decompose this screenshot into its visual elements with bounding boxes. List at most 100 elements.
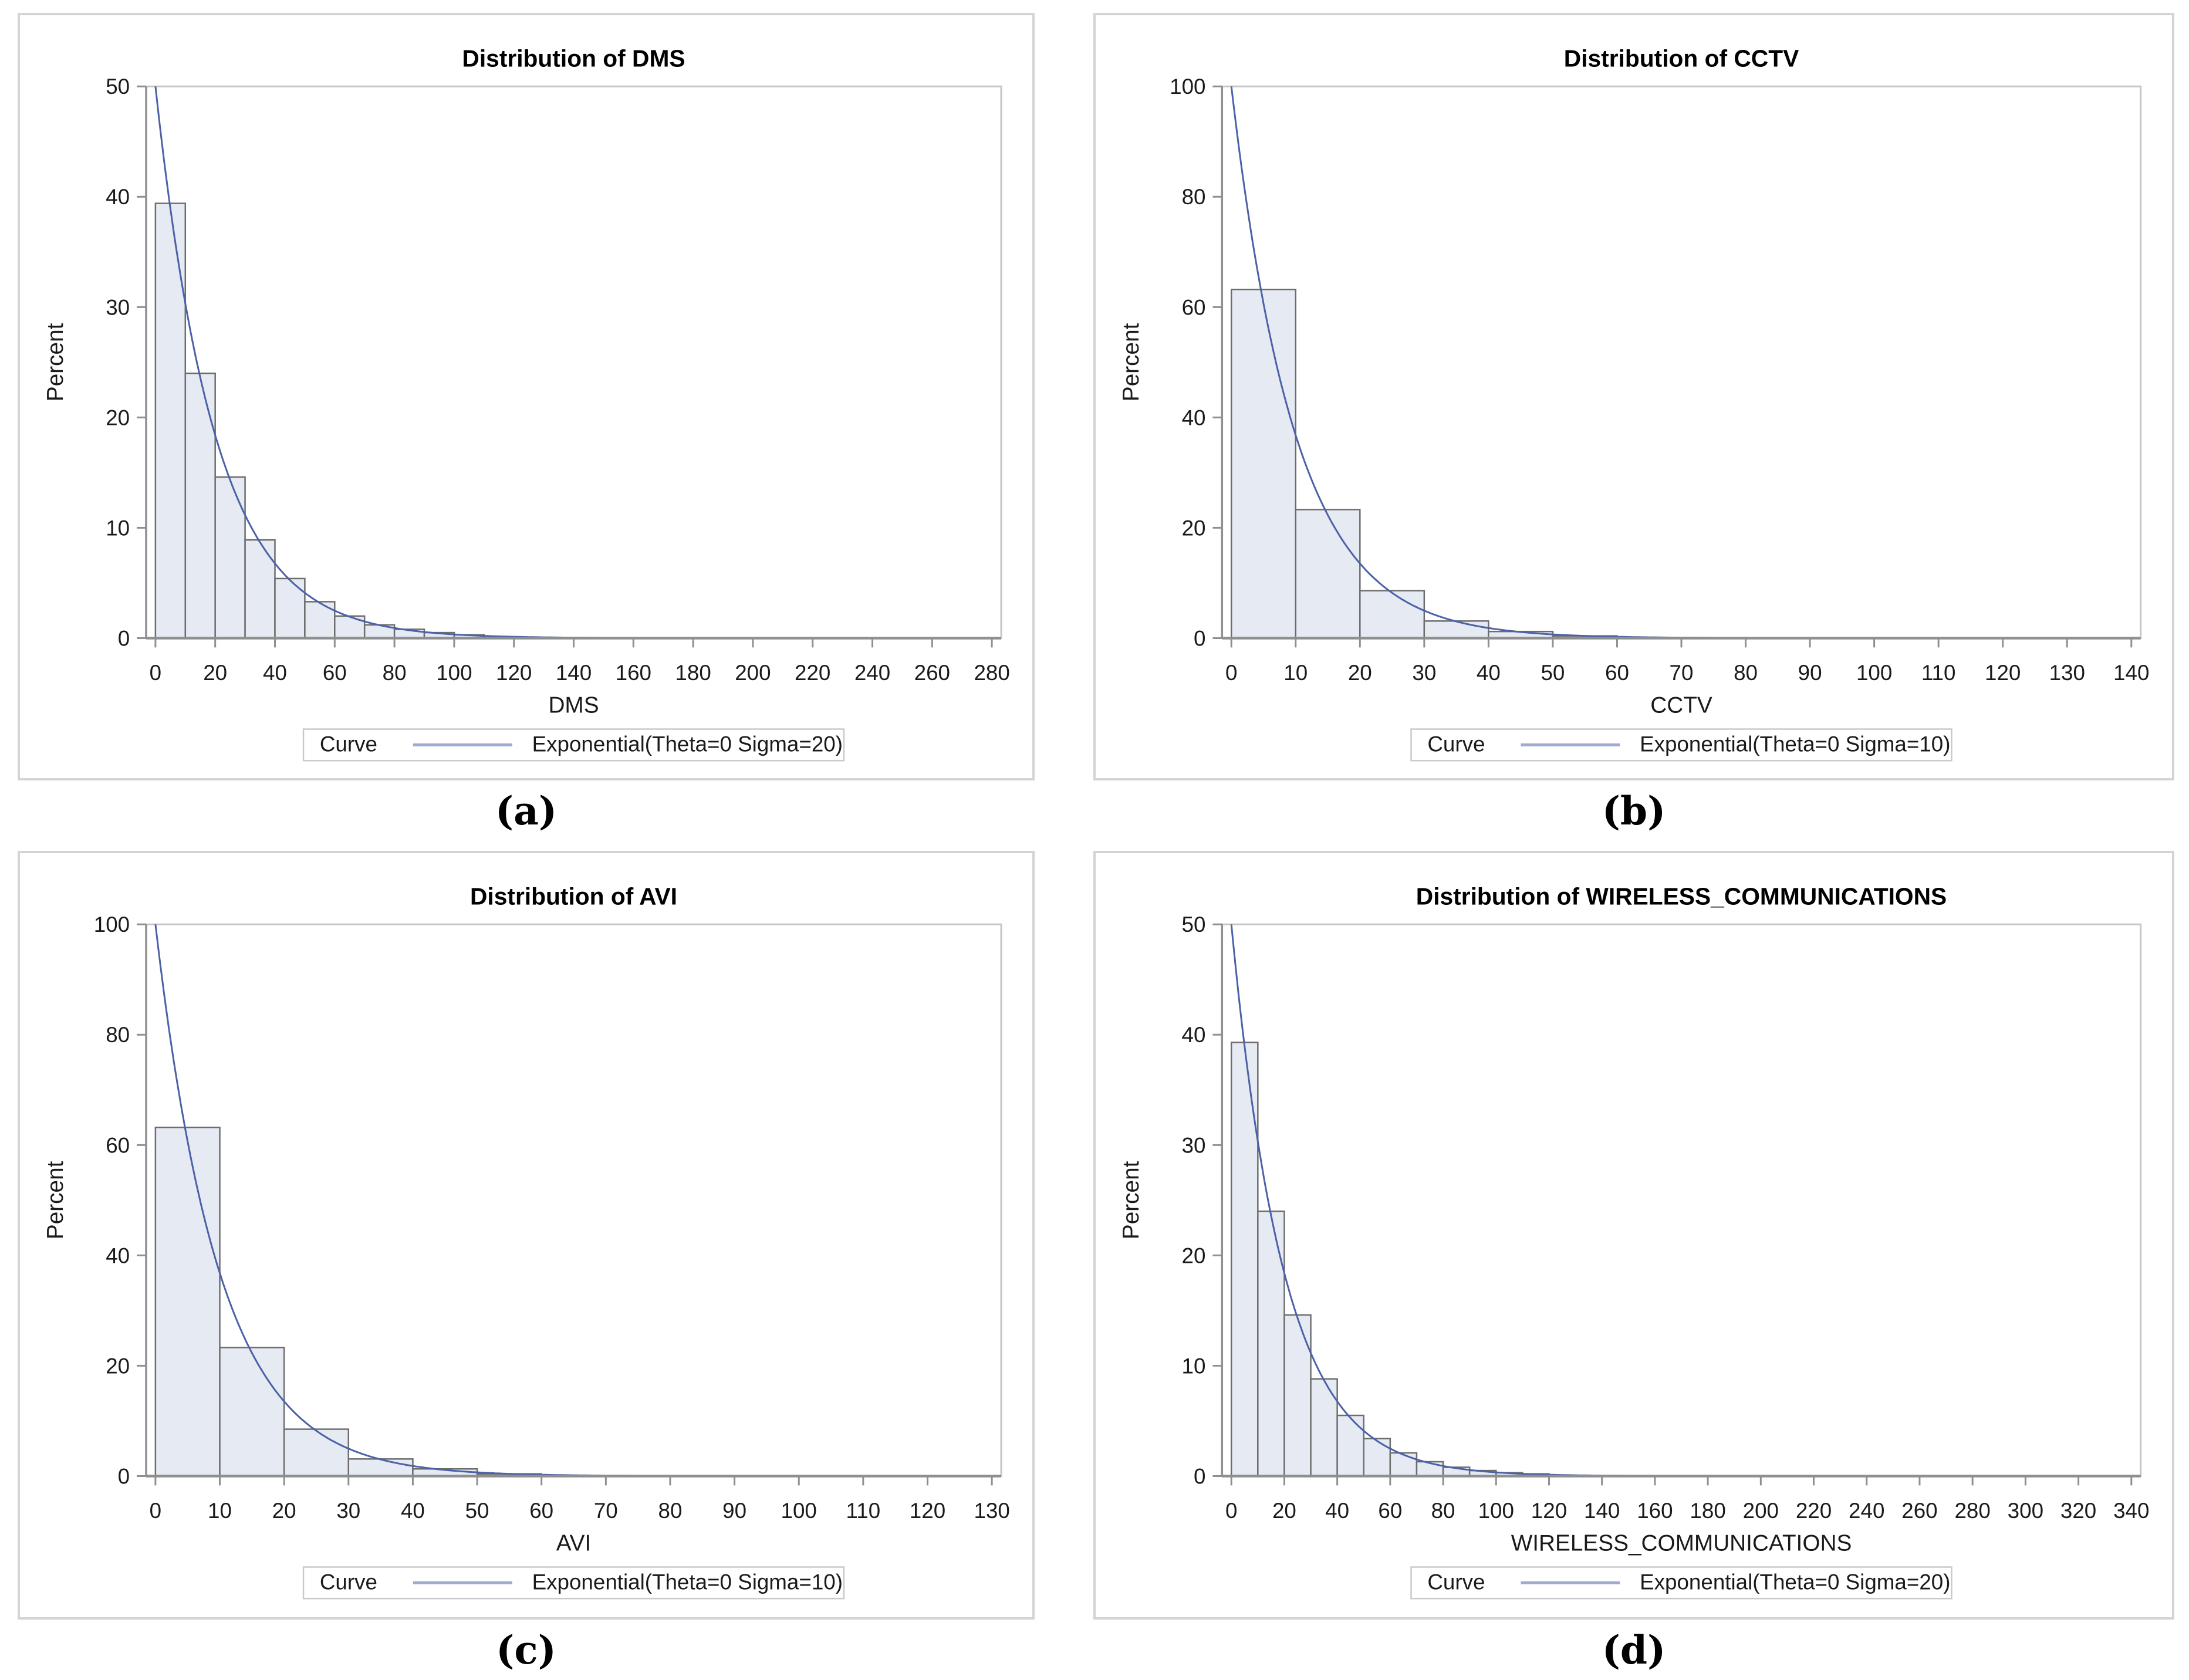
x-tick-label: 10 bbox=[208, 1499, 232, 1523]
x-axis-title: AVI bbox=[556, 1531, 592, 1556]
legend-entry: Exponential(Theta=0 Sigma=10) bbox=[1640, 732, 1950, 756]
histogram-bar bbox=[1295, 509, 1361, 639]
y-tick-label: 30 bbox=[106, 295, 130, 319]
histogram-bar bbox=[219, 1347, 285, 1477]
y-axis-title: Percent bbox=[43, 1161, 68, 1239]
legend-box bbox=[1410, 1566, 1952, 1600]
x-tick-label: 260 bbox=[914, 661, 950, 685]
y-tick-label: 80 bbox=[1182, 185, 1206, 209]
x-tick-label: 0 bbox=[150, 661, 161, 685]
x-tick-label: 130 bbox=[2049, 661, 2085, 685]
y-tick-label: 20 bbox=[106, 1354, 130, 1378]
histogram-bar bbox=[1230, 289, 1297, 639]
y-tick-label: 50 bbox=[1182, 912, 1206, 937]
x-axis-title: CCTV bbox=[1650, 693, 1712, 718]
figure-wrap-d: 0 10 20 30 40 50 0 20 40 60 80 100 120 140 160 180 200 22… bbox=[1093, 851, 2174, 1672]
figure-wrap-a: 0 10 20 30 40 50 0 20 40 60 80 100 120 140 160 180 200 22… bbox=[18, 13, 1035, 833]
x-tick-label: 160 bbox=[1637, 1499, 1673, 1523]
x-tick-label: 60 bbox=[323, 661, 347, 685]
x-tick-label: 140 bbox=[556, 661, 592, 685]
legend-box bbox=[302, 1566, 845, 1600]
x-tick-label: 280 bbox=[1954, 1499, 1990, 1523]
x-tick-label: 300 bbox=[2008, 1499, 2043, 1523]
x-tick-label: 30 bbox=[336, 1499, 360, 1523]
histogram-bar bbox=[1310, 1378, 1338, 1477]
y-tick-label: 40 bbox=[106, 1243, 130, 1267]
x-tick-label: 200 bbox=[735, 661, 771, 685]
legend-label: Curve bbox=[320, 732, 377, 756]
x-tick-label: 200 bbox=[1743, 1499, 1779, 1523]
x-tick-label: 60 bbox=[1605, 661, 1629, 685]
histogram-bar bbox=[154, 202, 187, 639]
legend-label: Curve bbox=[1427, 732, 1485, 756]
chart-title: Distribution of CCTV bbox=[1564, 45, 1799, 72]
legend-entry: Exponential(Theta=0 Sigma=20) bbox=[532, 732, 843, 756]
x-tick-label: 20 bbox=[272, 1499, 296, 1523]
histogram-bar bbox=[1336, 1414, 1364, 1477]
x-tick-label: 70 bbox=[594, 1499, 618, 1523]
x-tick-label: 40 bbox=[1325, 1499, 1349, 1523]
x-tick-label: 280 bbox=[974, 661, 1009, 685]
y-tick-label: 60 bbox=[1182, 295, 1206, 319]
x-tick-label: 320 bbox=[2060, 1499, 2096, 1523]
y-tick-label: 100 bbox=[94, 912, 130, 937]
x-tick-label: 80 bbox=[1734, 661, 1758, 685]
legend-label: Curve bbox=[1427, 1570, 1485, 1594]
y-tick-label: 40 bbox=[106, 185, 130, 209]
x-tick-label: 30 bbox=[1412, 661, 1436, 685]
legend-box bbox=[302, 728, 845, 762]
x-tick-label: 340 bbox=[2113, 1499, 2149, 1523]
chart-title: Distribution of DMS bbox=[462, 45, 685, 72]
y-tick-label: 0 bbox=[118, 626, 130, 650]
legend-entry: Exponential(Theta=0 Sigma=20) bbox=[1640, 1570, 1950, 1594]
histogram-bars bbox=[154, 1127, 542, 1477]
x-tick-label: 10 bbox=[1283, 661, 1308, 685]
y-tick-label: 20 bbox=[1182, 516, 1206, 540]
x-tick-label: 120 bbox=[1985, 661, 2021, 685]
x-tick-label: 260 bbox=[1901, 1499, 1937, 1523]
x-tick-label: 0 bbox=[150, 1499, 161, 1523]
x-tick-label: 70 bbox=[1670, 661, 1694, 685]
x-tick-label: 50 bbox=[465, 1499, 489, 1523]
y-tick-label: 0 bbox=[1194, 1464, 1205, 1488]
chart-b: 0 20 40 60 80 100 0 10 20 30 40 50 60 70 80 90 100 110 120… bbox=[1093, 13, 2174, 780]
chart-a: 0 10 20 30 40 50 0 20 40 60 80 100 120 140 160 180 200 22… bbox=[18, 13, 1035, 780]
y-tick-label: 30 bbox=[1182, 1133, 1206, 1157]
y-tick-label: 10 bbox=[1182, 1354, 1206, 1378]
x-tick-label: 120 bbox=[910, 1499, 945, 1523]
x-tick-label: 80 bbox=[383, 661, 407, 685]
y-tick-label: 10 bbox=[106, 516, 130, 540]
x-tick-label: 80 bbox=[658, 1499, 683, 1523]
histogram-bar bbox=[244, 539, 276, 639]
histogram-bar bbox=[1363, 1438, 1391, 1477]
x-axis-title: WIRELESS_COMMUNICATIONS bbox=[1511, 1531, 1852, 1556]
x-tick-label: 130 bbox=[974, 1499, 1009, 1523]
x-tick-label: 100 bbox=[781, 1499, 817, 1523]
caption-c: (c) bbox=[496, 1627, 556, 1673]
x-tick-label: 40 bbox=[401, 1499, 425, 1523]
y-tick-label: 100 bbox=[1170, 75, 1205, 99]
histogram-bars bbox=[1230, 289, 1618, 639]
x-tick-label: 20 bbox=[1348, 661, 1372, 685]
exponential-curve bbox=[1230, 924, 2131, 1477]
x-tick-label: 220 bbox=[1796, 1499, 1832, 1523]
x-tick-label: 20 bbox=[203, 661, 227, 685]
x-tick-label: 80 bbox=[1431, 1499, 1455, 1523]
x-tick-label: 120 bbox=[1531, 1499, 1567, 1523]
x-tick-label: 240 bbox=[1849, 1499, 1884, 1523]
axes: 0 20 40 60 80 100 0 10 20 30 40 50 60 70 80 90 100 110 120… bbox=[94, 912, 1010, 1523]
x-tick-label: 0 bbox=[1225, 1499, 1237, 1523]
histogram-bar bbox=[214, 476, 246, 639]
x-tick-label: 120 bbox=[496, 661, 532, 685]
histogram-bar bbox=[1423, 620, 1489, 639]
legend: Curve Exponential(Theta=0 Sigma=20) bbox=[1410, 1566, 1952, 1600]
histogram-bars bbox=[154, 202, 485, 639]
y-tick-label: 20 bbox=[106, 405, 130, 430]
histogram-bar bbox=[1230, 1042, 1259, 1477]
y-tick-label: 20 bbox=[1182, 1243, 1206, 1267]
x-tick-label: 0 bbox=[1225, 661, 1237, 685]
x-tick-label: 110 bbox=[1921, 661, 1956, 685]
y-axis-title: Percent bbox=[43, 323, 68, 401]
exponential-curve bbox=[1230, 86, 2131, 639]
